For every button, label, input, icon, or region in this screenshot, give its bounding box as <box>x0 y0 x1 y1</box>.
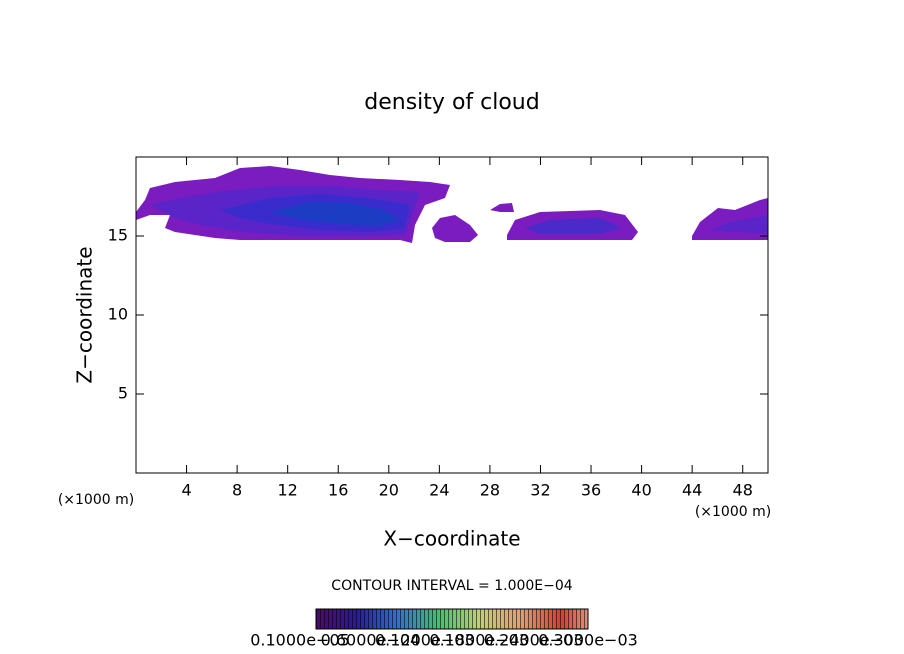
x-tick-label: 44 <box>682 481 702 500</box>
x-tick-label: 36 <box>581 481 601 500</box>
chart-title: density of cloud <box>364 90 539 115</box>
y-unit-label: (×1000 m) <box>58 492 134 508</box>
x-axis-title: X−coordinate <box>383 527 520 551</box>
x-tick-label: 32 <box>530 481 550 500</box>
colorbar-label: 0.2400e−03 <box>484 631 584 650</box>
cloud-right-band <box>525 218 622 234</box>
colorbar-label: 0.3000e−03 <box>538 631 638 650</box>
cloud-small <box>432 215 478 242</box>
y-tick-label: 15 <box>108 226 128 245</box>
y-tick-label: 5 <box>118 384 128 403</box>
colorbar-label: 0.6000e−04 <box>321 631 421 650</box>
colorbar-label: 0.1000e−05 <box>250 631 350 650</box>
colorbar-stripes <box>315 608 589 630</box>
x-unit-label: (×1000 m) <box>695 504 771 520</box>
x-tick-label: 8 <box>232 481 242 500</box>
y-axis-title: Z−coordinate <box>73 246 97 383</box>
colorbar-label: 0.1800e−03 <box>429 631 529 650</box>
x-tick-label: 16 <box>328 481 348 500</box>
y-tick-label: 10 <box>108 305 128 324</box>
x-tick-label: 48 <box>733 481 753 500</box>
x-tick-label: 4 <box>181 481 191 500</box>
cloud-field <box>136 166 768 243</box>
cloud-far-band <box>710 215 768 234</box>
colorbar-label: 0.1200e−03 <box>375 631 475 650</box>
x-tick-label: 20 <box>379 481 399 500</box>
cloud-core <box>270 202 400 226</box>
x-tick-label: 28 <box>480 481 500 500</box>
x-tick-label: 12 <box>278 481 298 500</box>
x-tick-label: 24 <box>429 481 449 500</box>
cloud-small <box>490 203 514 212</box>
x-tick-label: 40 <box>631 481 651 500</box>
contour-interval: CONTOUR INTERVAL = 1.000E−04 <box>331 578 572 594</box>
